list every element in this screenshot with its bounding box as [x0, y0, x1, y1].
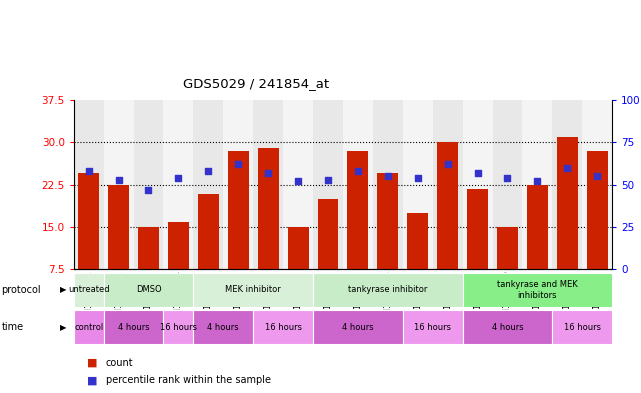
Bar — [378, 173, 398, 269]
Text: untreated: untreated — [68, 285, 110, 294]
Bar — [343, 100, 373, 269]
Point — [413, 175, 423, 181]
Bar — [403, 100, 433, 269]
Text: 16 hours: 16 hours — [414, 323, 451, 332]
Bar — [557, 137, 578, 269]
Text: MEK inhibitor: MEK inhibitor — [226, 285, 281, 294]
Bar — [104, 100, 133, 269]
Text: ▶: ▶ — [60, 285, 66, 294]
Bar — [403, 310, 463, 344]
Bar — [553, 100, 582, 269]
Bar — [104, 273, 194, 307]
Bar — [317, 199, 338, 269]
Bar — [373, 100, 403, 269]
Bar — [194, 310, 253, 344]
Bar — [492, 100, 522, 269]
Bar — [228, 151, 249, 269]
Bar — [74, 100, 104, 269]
Point — [144, 187, 154, 193]
Text: 4 hours: 4 hours — [342, 323, 374, 332]
Bar — [223, 100, 253, 269]
Point — [293, 178, 303, 184]
Point — [263, 170, 273, 176]
Text: control: control — [74, 323, 103, 332]
Bar — [313, 310, 403, 344]
Point — [532, 178, 542, 184]
Text: 16 hours: 16 hours — [265, 323, 302, 332]
Bar — [463, 273, 612, 307]
Bar — [587, 151, 608, 269]
Bar — [133, 100, 163, 269]
Bar — [463, 310, 553, 344]
Bar — [138, 227, 159, 269]
Bar — [582, 100, 612, 269]
Text: DMSO: DMSO — [136, 285, 162, 294]
Bar — [288, 227, 308, 269]
Point — [203, 168, 213, 174]
Bar — [258, 148, 279, 269]
Point — [562, 165, 572, 171]
Bar — [437, 142, 458, 269]
Text: GDS5029 / 241854_at: GDS5029 / 241854_at — [183, 77, 329, 90]
Bar — [253, 310, 313, 344]
Bar — [74, 273, 104, 307]
Text: ■: ■ — [87, 375, 97, 385]
Bar — [497, 227, 518, 269]
Point — [233, 161, 244, 167]
Text: 4 hours: 4 hours — [208, 323, 239, 332]
Text: protocol: protocol — [1, 285, 41, 295]
Text: ■: ■ — [87, 358, 97, 368]
Point — [472, 170, 483, 176]
Bar — [194, 100, 223, 269]
Text: tankyrase inhibitor: tankyrase inhibitor — [348, 285, 428, 294]
Point — [173, 175, 183, 181]
Text: count: count — [106, 358, 133, 368]
Bar — [433, 100, 463, 269]
Text: 16 hours: 16 hours — [563, 323, 601, 332]
Point — [592, 173, 603, 179]
Bar — [527, 185, 548, 269]
Point — [503, 175, 513, 181]
Point — [442, 161, 453, 167]
Bar — [168, 222, 189, 269]
Bar — [467, 189, 488, 269]
Point — [353, 168, 363, 174]
Bar — [522, 100, 553, 269]
Point — [113, 176, 124, 183]
Text: time: time — [1, 322, 24, 332]
Bar — [78, 173, 99, 269]
Bar — [463, 100, 492, 269]
Bar — [283, 100, 313, 269]
Point — [323, 176, 333, 183]
Text: tankyrase and MEK
inhibitors: tankyrase and MEK inhibitors — [497, 280, 578, 299]
Bar — [253, 100, 283, 269]
Bar — [553, 310, 612, 344]
Bar — [313, 273, 463, 307]
Bar — [163, 100, 194, 269]
Bar — [74, 310, 104, 344]
Bar — [313, 100, 343, 269]
Bar — [108, 185, 129, 269]
Text: 4 hours: 4 hours — [118, 323, 149, 332]
Bar — [347, 151, 369, 269]
Text: 4 hours: 4 hours — [492, 323, 523, 332]
Text: percentile rank within the sample: percentile rank within the sample — [106, 375, 271, 385]
Bar — [104, 310, 163, 344]
Text: 16 hours: 16 hours — [160, 323, 197, 332]
Bar — [198, 194, 219, 269]
Text: ▶: ▶ — [60, 323, 66, 332]
Bar — [407, 213, 428, 269]
Bar — [194, 273, 313, 307]
Bar — [163, 310, 194, 344]
Point — [83, 168, 94, 174]
Point — [383, 173, 393, 179]
